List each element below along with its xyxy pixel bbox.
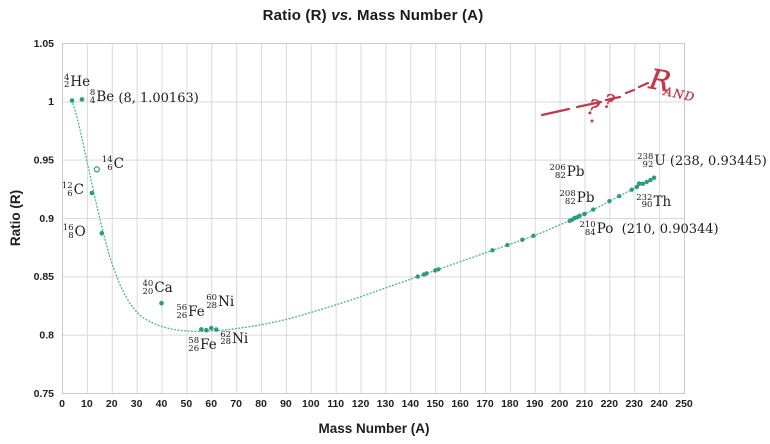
data-point (591, 207, 596, 212)
data-point (577, 213, 582, 219)
tick-labels: 0 10 20 30 40 50 60 70 80 90 100 110 120 130 140 150 160… (34, 38, 693, 410)
data-point (99, 230, 105, 236)
x-tick-label: 250 (675, 398, 693, 410)
chart-title-vs: vs. (331, 7, 353, 24)
data-point (209, 325, 214, 331)
y-axis-title: Ratio (R) (8, 190, 23, 246)
x-tick-label: 140 (402, 398, 420, 410)
data-point (644, 179, 649, 185)
data-point (520, 237, 525, 242)
x-tick-label: 90 (280, 398, 292, 410)
x-tick-label: 60 (205, 398, 217, 410)
x-tick-label: 30 (131, 398, 143, 410)
data-point (651, 175, 657, 181)
data-points (69, 97, 657, 333)
data-point (199, 327, 204, 332)
data-point (69, 98, 75, 103)
x-axis-title: Mass Number (A) (318, 421, 429, 436)
x-tick-label: 200 (551, 398, 569, 410)
data-point (640, 181, 646, 186)
annotation-dash-stroke (540, 107, 571, 117)
chart-title-part2: Mass Number (A) (352, 7, 484, 24)
y-tick-label: 0.9 (39, 213, 54, 225)
y-tick-label: 1 (48, 96, 54, 108)
data-point (505, 242, 510, 248)
x-tick-label: 240 (650, 398, 668, 410)
y-tick-label: 1.05 (34, 38, 55, 50)
data-point (159, 300, 164, 306)
y-tick-label: 0.95 (34, 154, 55, 166)
chart-title-part1: Ratio (R) (262, 7, 332, 24)
data-point (89, 190, 95, 196)
data-point (648, 177, 653, 183)
x-tick-label: 120 (352, 398, 370, 410)
data-point (634, 184, 639, 190)
annotation-question-mark: ? (585, 95, 602, 121)
data-point (636, 181, 642, 186)
data-point (415, 274, 420, 279)
y-tick-label: 0.75 (34, 388, 55, 400)
annotation-dot (590, 119, 594, 123)
data-point (572, 215, 577, 221)
x-tick-label: 0 (59, 398, 65, 410)
x-tick-label: 150 (426, 398, 444, 410)
data-point (79, 97, 85, 102)
data-point (204, 327, 209, 333)
data-point (617, 193, 622, 199)
x-tick-label: 10 (81, 398, 93, 410)
data-point (424, 271, 429, 276)
x-tick-label: 70 (230, 398, 242, 410)
data-point-open (93, 166, 100, 173)
x-tick-label: 190 (526, 398, 544, 410)
x-tick-label: 180 (501, 398, 519, 410)
x-tick-label: 130 (377, 398, 395, 410)
data-point (436, 267, 441, 272)
x-tick-label: 220 (601, 398, 619, 410)
x-tick-label: 40 (156, 398, 168, 410)
data-point (531, 233, 536, 238)
chart-title: Ratio (R) vs. Mass Number (A) (0, 7, 746, 24)
data-point (629, 187, 634, 192)
data-point (607, 199, 612, 204)
trend-curve (71, 99, 655, 333)
annotation-dash-stroke (637, 81, 650, 89)
data-point (582, 211, 587, 217)
y-tick-label: 0.8 (39, 329, 54, 341)
x-tick-label: 230 (625, 398, 643, 410)
annotation-r-subscript: AND (661, 84, 696, 105)
data-point (490, 248, 495, 253)
annotation-dash-stroke (575, 100, 603, 109)
y-tick-label: 0.85 (34, 271, 55, 283)
annotation-dash-stroke (624, 88, 636, 95)
x-tick-label: 20 (106, 398, 118, 410)
x-tick-label: 100 (302, 398, 320, 410)
x-tick-label: 210 (576, 398, 594, 410)
x-tick-label: 50 (181, 398, 193, 410)
x-tick-label: 110 (327, 398, 344, 410)
x-tick-label: 170 (476, 398, 494, 410)
plot-border (62, 43, 685, 394)
annotation-dash-stroke (604, 95, 622, 102)
x-tick-label: 160 (451, 398, 469, 410)
data-point (214, 327, 219, 332)
x-tick-label: 80 (255, 398, 267, 410)
